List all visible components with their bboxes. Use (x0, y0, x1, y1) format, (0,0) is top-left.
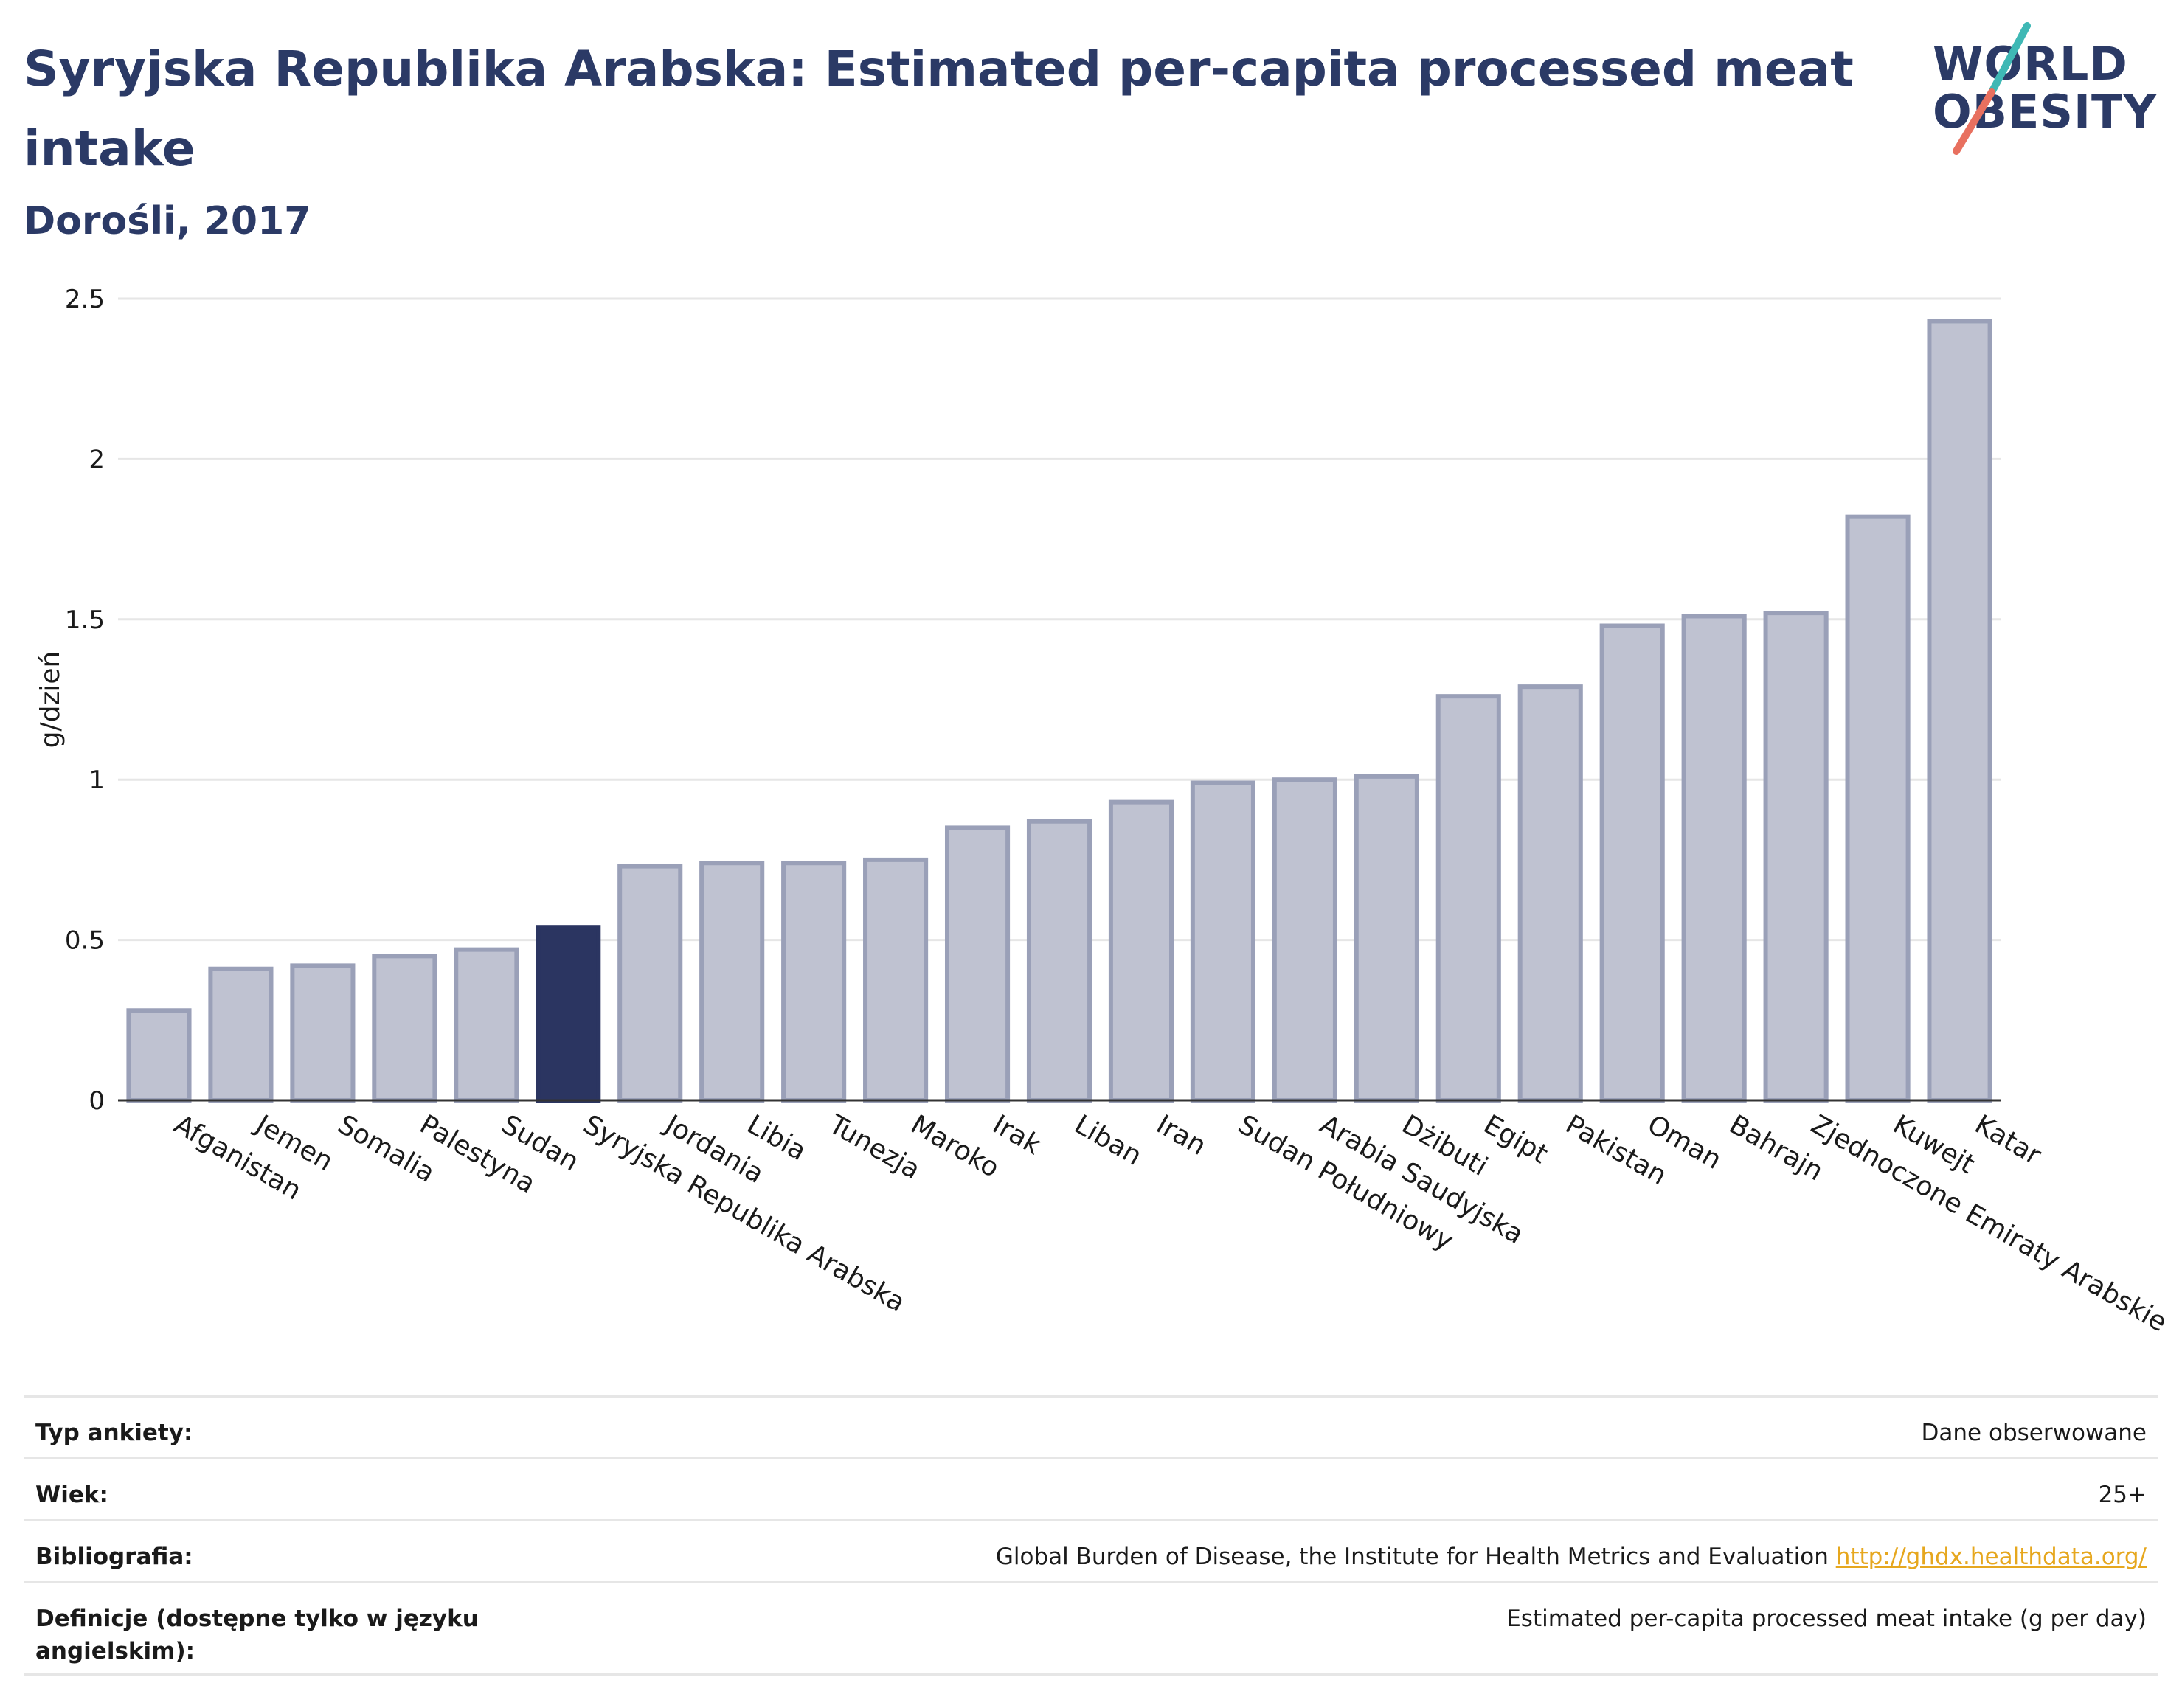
bar (1927, 319, 1992, 1103)
bar (863, 857, 929, 1103)
info-row-definitions: Definicje (dostępne tylko w języku angie… (24, 1581, 2158, 1676)
bar (781, 861, 847, 1103)
bar (126, 1008, 192, 1103)
info-row-age: Wiek: 25+ (24, 1457, 2158, 1519)
bar (699, 861, 765, 1103)
bibliography-link[interactable]: http://ghdx.healthdata.org/ (1835, 1544, 2147, 1570)
info-row-bibliography: Bibliografia: Global Burden of Disease, … (24, 1519, 2158, 1581)
chart-title: Syryjska Republika Arabska: Estimated pe… (24, 41, 1854, 177)
bar (1845, 514, 1911, 1103)
chart-subtitle: Dorośli, 2017 (24, 199, 311, 243)
x-tick-label: Katar (1970, 1109, 2046, 1171)
x-tick-label: Tunezja (823, 1109, 926, 1186)
age-label: Wiek: (35, 1482, 108, 1508)
bibliography-value: Global Burden of Disease, the Institute … (996, 1541, 2147, 1573)
bar (617, 864, 683, 1103)
y-tick-label: 0 (89, 1086, 105, 1116)
age-value: 25+ (2098, 1482, 2147, 1508)
bibliography-label: Bibliografia: (35, 1544, 193, 1570)
x-tick-label: Maroko (906, 1109, 1005, 1184)
bar (1026, 819, 1092, 1103)
y-tick-label: 2 (89, 445, 105, 474)
logo-text-top: WORLD (1933, 37, 2128, 91)
bar-chart: 00.511.522.5g/dzieńAfganistanJemenSomali… (35, 285, 2172, 1338)
bar (944, 825, 1011, 1103)
y-tick-label: 1 (89, 766, 105, 795)
x-tick-label: Bahrajn (1724, 1109, 1828, 1187)
bar (1517, 684, 1583, 1103)
survey-type-value: Dane obserwowane (1921, 1420, 2147, 1446)
y-tick-label: 1.5 (65, 605, 105, 635)
bar (1763, 611, 1829, 1103)
bibliography-text: Global Burden of Disease, the Institute … (995, 1544, 1836, 1570)
x-tick-label: Liban (1070, 1109, 1147, 1171)
y-axis-label: g/dzień (35, 651, 66, 749)
y-tick-label: 2.5 (65, 285, 105, 314)
bar (372, 954, 437, 1103)
x-tick-label: Iran (1151, 1109, 1211, 1162)
info-row-survey-type: Typ ankiety: Dane obserwowane (24, 1395, 2158, 1457)
y-tick-label: 0.5 (65, 926, 105, 956)
bar (1272, 777, 1337, 1103)
bar (1190, 780, 1255, 1103)
survey-type-label: Typ ankiety: (35, 1420, 193, 1446)
info-table: Typ ankiety: Dane obserwowane Wiek: 25+ … (24, 1395, 2158, 1676)
definitions-value: Estimated per-capita processed meat inta… (1506, 1605, 2147, 1632)
logo-slash-icon (1953, 22, 2031, 155)
bar (290, 963, 356, 1103)
bar-highlighted (536, 925, 601, 1103)
bar (208, 966, 274, 1103)
definitions-label: Definicje (dostępne tylko w języku angie… (35, 1605, 479, 1664)
world-obesity-logo[interactable]: WORLD OBESITY (1925, 22, 2169, 155)
bar (1681, 614, 1747, 1103)
bar (1435, 694, 1501, 1103)
bar (1599, 623, 1665, 1103)
bar (454, 947, 519, 1103)
bar (1354, 774, 1419, 1103)
bar (1108, 799, 1174, 1103)
